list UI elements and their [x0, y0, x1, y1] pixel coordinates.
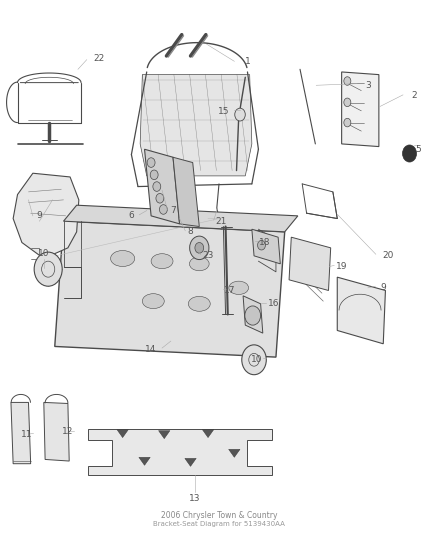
Polygon shape	[117, 430, 128, 438]
Polygon shape	[159, 431, 170, 439]
Circle shape	[344, 77, 351, 85]
Circle shape	[156, 193, 164, 203]
Ellipse shape	[190, 257, 209, 271]
Polygon shape	[139, 457, 150, 465]
Circle shape	[344, 98, 351, 107]
Polygon shape	[13, 173, 79, 259]
Text: 18: 18	[259, 238, 271, 247]
Text: 10: 10	[38, 249, 49, 257]
Text: 9: 9	[36, 212, 42, 220]
Text: 14: 14	[145, 345, 157, 353]
Circle shape	[190, 236, 209, 260]
Ellipse shape	[110, 251, 135, 266]
Text: 12: 12	[62, 427, 74, 436]
Text: 2006 Chrysler Town & Country: 2006 Chrysler Town & Country	[161, 512, 277, 520]
Text: 17: 17	[224, 286, 236, 295]
Polygon shape	[64, 205, 298, 232]
Circle shape	[235, 108, 245, 121]
Circle shape	[34, 252, 62, 286]
Text: 21: 21	[215, 217, 227, 225]
Polygon shape	[140, 75, 252, 176]
Polygon shape	[252, 229, 280, 264]
Polygon shape	[145, 149, 180, 224]
Text: 20: 20	[382, 252, 393, 260]
Text: 6: 6	[128, 212, 134, 220]
Polygon shape	[88, 429, 272, 475]
Polygon shape	[243, 296, 263, 333]
Text: 13: 13	[189, 494, 201, 503]
Polygon shape	[289, 237, 331, 290]
Circle shape	[403, 145, 417, 162]
Text: 2: 2	[411, 92, 417, 100]
Circle shape	[242, 345, 266, 375]
Polygon shape	[202, 430, 214, 438]
Text: 1: 1	[244, 57, 251, 66]
Circle shape	[195, 243, 204, 253]
Polygon shape	[173, 157, 199, 227]
Text: 23: 23	[202, 252, 214, 260]
Ellipse shape	[151, 254, 173, 269]
Polygon shape	[229, 449, 240, 457]
Text: 19: 19	[336, 262, 347, 271]
Circle shape	[245, 306, 261, 325]
Polygon shape	[342, 72, 379, 147]
Text: 15: 15	[218, 108, 229, 116]
Circle shape	[153, 182, 161, 191]
Circle shape	[159, 205, 167, 214]
Text: 9: 9	[380, 284, 386, 292]
Text: 10: 10	[251, 356, 262, 364]
Text: Bracket-Seat Diagram for 5139430AA: Bracket-Seat Diagram for 5139430AA	[153, 521, 285, 528]
Text: 7: 7	[170, 206, 176, 215]
Polygon shape	[44, 402, 69, 461]
Circle shape	[147, 158, 155, 167]
Circle shape	[344, 118, 351, 127]
Polygon shape	[337, 277, 385, 344]
Ellipse shape	[142, 294, 164, 309]
Ellipse shape	[229, 281, 249, 294]
Polygon shape	[11, 402, 31, 464]
Text: 16: 16	[268, 300, 279, 308]
Text: 5: 5	[415, 145, 421, 154]
Text: 3: 3	[365, 81, 371, 90]
Text: 22: 22	[93, 54, 104, 63]
Circle shape	[150, 170, 158, 180]
Polygon shape	[185, 458, 196, 466]
Polygon shape	[55, 221, 285, 357]
Text: 8: 8	[187, 228, 194, 236]
Text: 11: 11	[21, 430, 32, 439]
Circle shape	[258, 240, 265, 250]
Ellipse shape	[188, 296, 210, 311]
